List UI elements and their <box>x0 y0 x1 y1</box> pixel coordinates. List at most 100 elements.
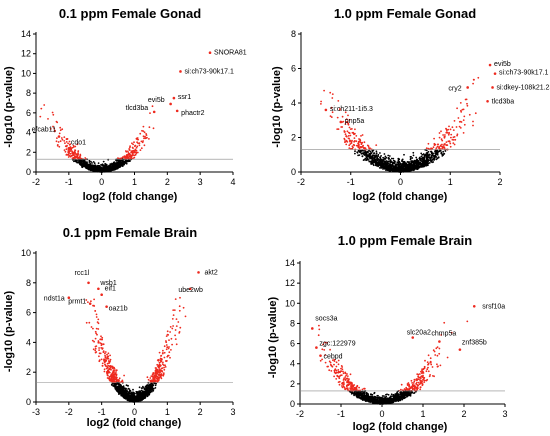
data-point <box>110 168 112 170</box>
data-point <box>105 169 108 172</box>
data-point <box>114 168 116 171</box>
data-point <box>52 113 55 116</box>
data-point <box>462 132 465 134</box>
data-point <box>152 375 155 378</box>
y-tick-label: 4 <box>26 337 31 347</box>
data-point <box>162 373 165 376</box>
data-point <box>447 128 450 131</box>
data-point <box>402 167 404 170</box>
data-point <box>377 162 379 165</box>
data-point <box>452 129 455 132</box>
data-point <box>102 170 105 173</box>
data-point <box>99 170 101 173</box>
data-point <box>95 345 98 347</box>
data-point <box>388 155 391 157</box>
data-point <box>103 370 106 373</box>
data-point <box>368 147 370 149</box>
data-point <box>96 169 99 172</box>
data-point <box>137 400 140 403</box>
y-tick-label: 14 <box>21 29 31 39</box>
data-point <box>90 166 93 169</box>
data-point <box>87 168 90 171</box>
data-point <box>112 168 115 171</box>
data-point <box>393 169 395 172</box>
data-point <box>441 139 444 142</box>
gene-label: cry2 <box>448 85 461 92</box>
data-point <box>127 150 129 153</box>
data-point <box>136 137 139 139</box>
data-point <box>136 392 139 395</box>
data-point <box>446 130 448 132</box>
labeled-point <box>97 287 100 291</box>
data-point <box>184 315 187 318</box>
data-point <box>59 129 62 132</box>
data-point <box>173 309 176 311</box>
data-point <box>94 349 97 352</box>
data-point <box>125 162 128 165</box>
data-point <box>368 160 371 163</box>
data-point <box>175 343 178 346</box>
labeled-point <box>486 99 489 103</box>
data-point <box>94 330 97 333</box>
data-point <box>145 386 147 389</box>
data-point <box>352 146 354 149</box>
x-tick-label: -1 <box>347 177 355 187</box>
data-point <box>118 162 121 164</box>
data-point <box>432 146 435 149</box>
data-point <box>441 153 444 156</box>
data-point <box>462 119 465 121</box>
data-point <box>117 390 120 393</box>
data-point <box>164 366 167 368</box>
data-point <box>59 140 62 143</box>
gene-label: prmt1 <box>68 299 86 306</box>
data-point <box>115 162 118 165</box>
data-point <box>124 387 126 390</box>
data-point <box>126 397 129 400</box>
data-point <box>140 140 143 143</box>
data-point <box>442 134 444 136</box>
data-point <box>460 111 463 113</box>
data-point <box>417 165 419 168</box>
data-point <box>132 157 134 160</box>
gene-label: efcab11 <box>32 127 56 134</box>
data-point <box>361 145 364 148</box>
labeled-point <box>57 135 61 138</box>
data-point <box>83 159 85 162</box>
data-point <box>403 170 406 173</box>
data-point <box>141 399 144 401</box>
data-point <box>432 161 435 163</box>
data-point <box>64 150 67 153</box>
data-point <box>342 372 345 375</box>
data-point <box>169 326 172 328</box>
data-point <box>125 150 128 153</box>
x-axis-label: log2 (fold change) <box>87 417 182 429</box>
data-point <box>381 160 384 163</box>
data-point <box>419 159 421 161</box>
labeled-point <box>169 102 172 106</box>
gene-label: evi5b <box>494 61 511 68</box>
data-point <box>448 131 450 134</box>
data-point <box>157 371 159 374</box>
data-point <box>109 365 112 367</box>
data-point <box>152 383 154 386</box>
labeled-point <box>493 72 497 75</box>
data-point <box>155 377 158 380</box>
data-point <box>447 133 450 136</box>
gene-label: pnp5a <box>345 118 365 125</box>
data-point <box>337 369 340 371</box>
data-point <box>94 337 97 340</box>
data-point <box>128 388 131 390</box>
data-point <box>323 89 325 92</box>
labeled-point <box>324 108 328 112</box>
data-point <box>109 366 112 369</box>
data-point <box>375 152 378 155</box>
y-tick-label: 0 <box>291 167 296 177</box>
data-point <box>95 316 98 318</box>
data-point <box>177 321 180 323</box>
data-point <box>135 397 137 400</box>
data-point <box>101 168 104 171</box>
data-point <box>347 114 349 117</box>
